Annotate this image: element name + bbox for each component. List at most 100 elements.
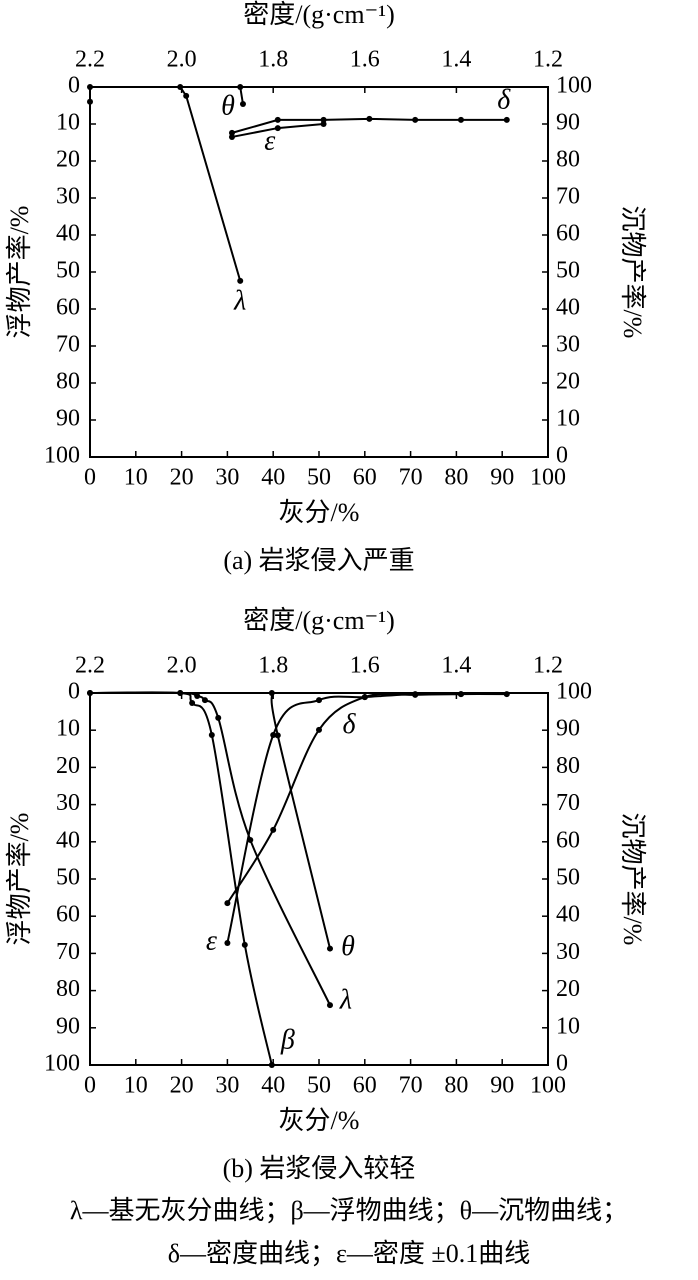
x-tick-label: 100	[530, 1073, 566, 1099]
x-tick-label: 80	[444, 465, 468, 491]
data-point	[274, 732, 281, 739]
data-point	[316, 726, 322, 733]
x-tick-label: 50	[307, 1073, 331, 1099]
y2-tick-label: 80	[556, 753, 580, 779]
data-point	[503, 116, 510, 123]
x2-tick-label: 1.2	[533, 47, 563, 73]
data-point	[241, 941, 248, 948]
y-tick-label: 70	[56, 332, 80, 358]
curve	[89, 86, 242, 282]
x-tick-label: 30	[215, 465, 239, 491]
y-tick-label: 20	[56, 147, 80, 173]
y-tick-label: 20	[56, 753, 80, 779]
y-tick-label: 60	[56, 295, 80, 321]
y2-tick-label: 100	[556, 679, 592, 705]
x-tick-label: 70	[399, 1073, 423, 1099]
y2-tick-label: 90	[556, 716, 580, 742]
x-tick-label: 60	[353, 465, 377, 491]
x2-tick-label: 1.4	[441, 653, 471, 679]
data-point	[270, 826, 277, 833]
data-point	[177, 84, 184, 90]
y-tick-label: 30	[56, 184, 80, 210]
curve-label: θ	[341, 931, 355, 962]
data-point	[457, 691, 464, 698]
x2-tick-label: 1.6	[350, 47, 380, 73]
data-point	[87, 84, 93, 90]
y2-tick-label: 30	[556, 332, 580, 358]
data-point	[274, 125, 281, 132]
data-point	[457, 116, 464, 123]
data-point	[183, 92, 190, 99]
y2-tick-label: 60	[556, 221, 580, 247]
y-tick-label: 80	[56, 369, 80, 395]
x-tick-label: 90	[490, 1073, 514, 1099]
x-tick-label: 70	[399, 465, 423, 491]
x2-axis-title: 密度/(g·cm⁻¹)	[243, 0, 394, 29]
curve-label: λ	[233, 285, 246, 316]
data-point	[316, 697, 322, 704]
data-point	[326, 1002, 333, 1009]
y-axis-title: 浮物产率/%	[5, 206, 34, 339]
y-tick-label: 30	[56, 790, 80, 816]
x-tick-label: 50	[307, 465, 331, 491]
data-point	[366, 115, 373, 122]
x-tick-label: 20	[170, 1073, 194, 1099]
x-tick-label: 40	[261, 1073, 285, 1099]
data-point	[189, 700, 196, 707]
y-tick-label: 100	[44, 443, 80, 469]
x-tick-label: 30	[215, 1073, 239, 1099]
x-tick-label: 10	[124, 465, 148, 491]
data-point	[274, 116, 281, 123]
caption-line: λ—基无灰分曲线；β—浮物曲线；θ—沉物曲线；	[70, 1196, 628, 1225]
curve-label: ε	[264, 125, 275, 156]
y2-axis-title: 沉物产率/%	[618, 206, 647, 339]
y-tick-label: 70	[56, 939, 80, 965]
data-point	[268, 1062, 275, 1068]
x2-tick-label: 1.6	[350, 653, 380, 679]
y2-tick-label: 0	[556, 1051, 568, 1077]
x2-tick-label: 2.2	[75, 653, 105, 679]
chart-title: (a) 岩浆侵入严重	[223, 546, 414, 575]
y-tick-label: 50	[56, 865, 80, 891]
y2-tick-label: 70	[556, 790, 580, 816]
y2-tick-label: 100	[556, 73, 592, 99]
data-point	[237, 277, 244, 284]
y-tick-label: 50	[56, 258, 80, 284]
x2-tick-label: 1.8	[258, 47, 288, 73]
y2-tick-label: 50	[556, 258, 580, 284]
y-tick-label: 10	[56, 716, 80, 742]
x-tick-label: 80	[444, 1073, 468, 1099]
y2-tick-label: 80	[556, 147, 580, 173]
y2-tick-label: 90	[556, 110, 580, 136]
y2-tick-label: 50	[556, 865, 580, 891]
x-tick-label: 100	[530, 465, 566, 491]
y2-tick-label: 10	[556, 406, 580, 432]
x-tick-label: 10	[124, 1073, 148, 1099]
y-tick-label: 40	[56, 827, 80, 853]
x-tick-label: 40	[261, 465, 285, 491]
x2-tick-label: 2.0	[167, 47, 197, 73]
x2-tick-label: 1.2	[533, 653, 563, 679]
data-point	[228, 133, 235, 140]
plot-frame	[89, 692, 549, 1066]
plot-frame	[89, 86, 549, 458]
data-point	[239, 101, 246, 108]
curve	[270, 692, 331, 949]
data-point	[361, 694, 368, 701]
data-point	[412, 691, 419, 698]
y-tick-label: 0	[68, 73, 80, 99]
x2-tick-label: 1.4	[441, 47, 471, 73]
y2-tick-label: 60	[556, 827, 580, 853]
x2-tick-label: 2.0	[167, 653, 197, 679]
data-point	[320, 121, 327, 127]
x-tick-label: 90	[490, 465, 514, 491]
y2-tick-label: 20	[556, 976, 580, 1002]
y-tick-label: 100	[44, 1051, 80, 1077]
curve	[226, 692, 507, 904]
x-tick-label: 60	[353, 1073, 377, 1099]
y2-tick-label: 40	[556, 295, 580, 321]
data-point	[412, 116, 419, 123]
data-point	[215, 714, 222, 721]
curve-label: β	[280, 1024, 295, 1055]
